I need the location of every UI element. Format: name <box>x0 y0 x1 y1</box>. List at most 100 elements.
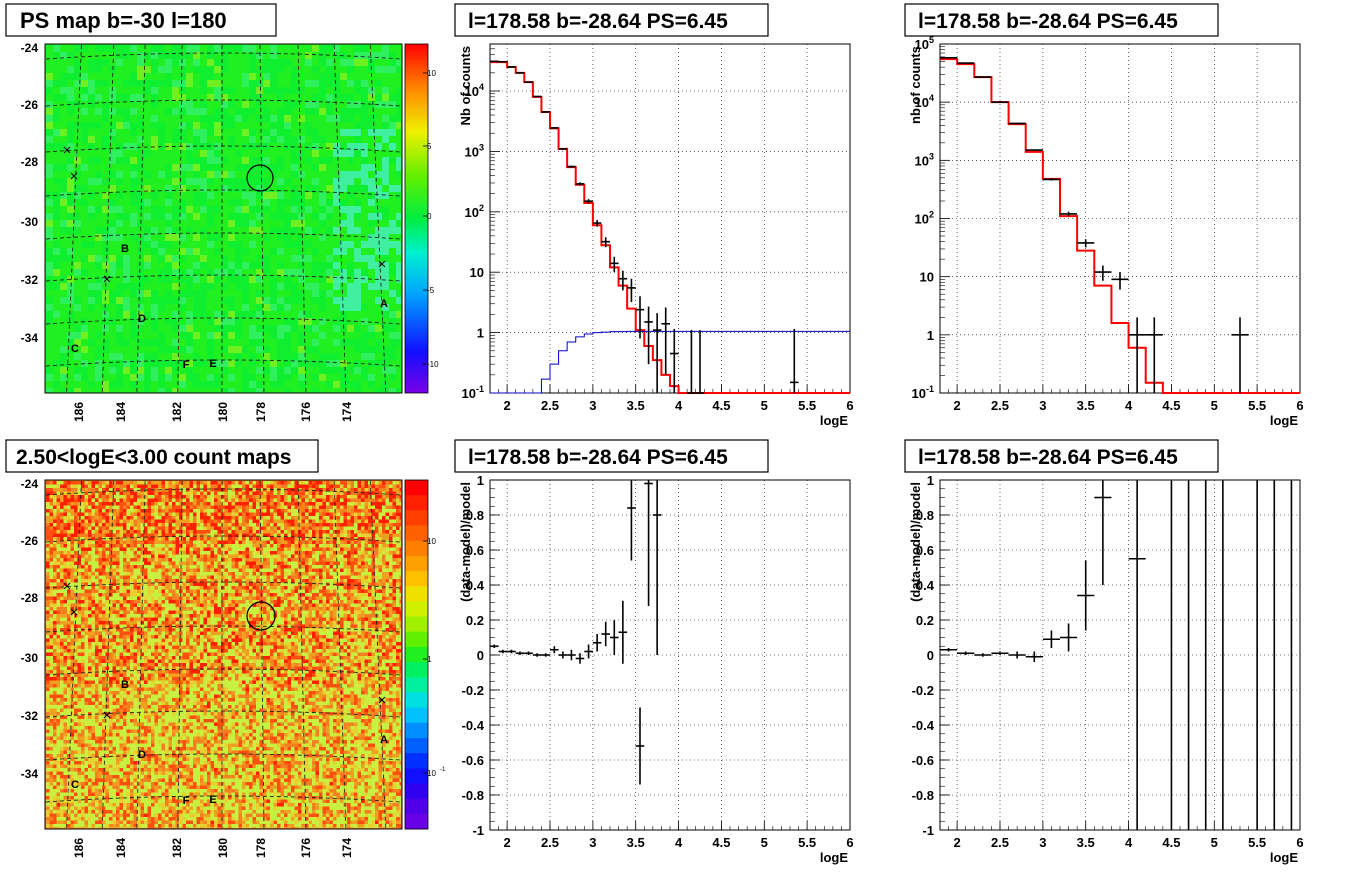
ytick-label: 0.6 <box>916 543 934 558</box>
data-point <box>991 651 1009 655</box>
map-bottom-title: 2.50<logE<3.00 count maps <box>16 446 291 469</box>
map-xtick-label: 174 <box>340 402 354 422</box>
data-point <box>610 620 619 655</box>
xtick-label: 5.5 <box>798 398 816 413</box>
map-bottom-panel: 2.50<logE<3.00 count maps A B C D E F 10 1 10 -1… <box>5 439 446 858</box>
xtick-label: 4 <box>1125 835 1133 850</box>
source-label-c: C <box>71 343 79 355</box>
ytick-label: -0.6 <box>912 753 934 768</box>
source-label-a: A <box>380 298 388 310</box>
source-label-b: B <box>121 243 129 255</box>
data-point <box>1025 149 1043 151</box>
data-point <box>575 182 585 186</box>
plot-spec-left: l=178.58 b=-28.64 PS=6.45 2 2.5 3 3.5 4 4.5 5 5.… <box>454 3 854 428</box>
map-xtick-label: 182 <box>170 402 184 422</box>
data-point <box>1111 272 1129 290</box>
colorbar-band <box>405 692 428 709</box>
map-xtick-label: 186 <box>72 838 86 858</box>
colorbar-band <box>405 555 428 572</box>
colorbar-band <box>405 646 428 663</box>
data-point <box>541 653 550 657</box>
map-bottom-axes: -24 -26 -28 -30 -32 -34 186 184 182 180 178 176 174 <box>21 477 354 858</box>
colorbar-band <box>405 540 428 557</box>
colorbar-band <box>405 586 428 602</box>
ytick-label: 1 <box>477 473 484 488</box>
xtick-label: 3 <box>1039 398 1046 413</box>
data-point <box>695 330 705 394</box>
colorbar-tick-label: 10 <box>427 69 436 78</box>
data-point <box>550 646 559 654</box>
source-label-f: F <box>183 359 190 371</box>
data-point <box>1077 239 1095 248</box>
ytick-label: 0.8 <box>916 508 934 523</box>
plot-title-box <box>904 439 1219 473</box>
map-ytick-label: -24 <box>21 477 39 491</box>
data-point <box>490 644 499 648</box>
xtick-label: 5.5 <box>798 835 816 850</box>
map-ytick-label: -30 <box>21 651 39 665</box>
colorbar-band <box>405 510 428 527</box>
map-top-graticule <box>45 44 402 393</box>
plot-frame <box>489 43 851 394</box>
ytick-label: 0.6 <box>466 543 484 558</box>
data-point <box>670 328 679 393</box>
source-label-f: F <box>183 795 190 807</box>
data-point <box>592 634 602 652</box>
map-xtick-label: 178 <box>254 838 268 858</box>
x-axis-label: logE <box>820 413 848 428</box>
ytick-label: 1 <box>927 473 934 488</box>
data-point <box>567 649 576 661</box>
map-ytick-label: -32 <box>21 273 39 287</box>
data-point <box>584 644 593 659</box>
xtick-label: 3 <box>589 398 596 413</box>
xtick-label: 3.5 <box>1077 835 1095 850</box>
map-top-colorbar-ticks: 10 5 0 -5 -10 <box>423 69 439 369</box>
data-point <box>940 648 958 652</box>
colorbar-tick-label: 10 <box>427 769 436 778</box>
xtick-label: 3.5 <box>627 398 645 413</box>
ytick-label: 1 <box>477 326 484 341</box>
map-xtick-label: 178 <box>254 402 268 422</box>
ytick-label: 102 <box>915 210 934 227</box>
data-point <box>652 313 662 393</box>
colorbar-band <box>405 571 428 587</box>
cross-marker <box>70 172 78 180</box>
data-point <box>1094 480 1112 585</box>
cross-marker <box>378 696 386 704</box>
y-axis-label: (data-model)/model <box>908 482 923 602</box>
ytick-label: -0.6 <box>462 753 484 768</box>
ytick-label: 0.2 <box>916 613 934 628</box>
ytick-label: -0.4 <box>912 718 935 733</box>
xtick-label: 6 <box>846 398 853 413</box>
plot-title-box <box>904 3 1219 37</box>
data-point <box>584 199 593 204</box>
colorbar-band <box>405 525 428 542</box>
map-xtick-label: 184 <box>114 838 128 858</box>
xtick-label: 6 <box>1296 835 1303 850</box>
data-point <box>592 220 602 227</box>
data-point <box>558 148 568 150</box>
map-top-title: PS map b=-30 l=180 <box>20 8 227 33</box>
colorbar-band <box>405 737 428 754</box>
ytick-label: 0.2 <box>466 613 484 628</box>
series-step-line <box>490 330 850 394</box>
data-point <box>991 101 1009 103</box>
data-point <box>618 600 628 664</box>
map-ytick-label: -24 <box>21 41 39 55</box>
xtick-label: 5 <box>1211 835 1218 850</box>
map-xtick-label: 184 <box>114 402 128 422</box>
map-top-axes: -24 -26 -28 -30 -32 -34 186 184 182 180 178 176 174 <box>21 41 354 422</box>
data-point <box>635 296 645 339</box>
data-point <box>644 480 653 606</box>
y-axis-label: Nb of counts <box>458 46 473 125</box>
data-point <box>957 651 975 655</box>
colorbar-tick-label: -10 <box>427 360 439 369</box>
colorbar-tick-label: -5 <box>427 286 435 295</box>
xtick-label: 3.5 <box>1077 398 1095 413</box>
data-point <box>644 306 653 365</box>
data-point <box>1077 560 1095 631</box>
data-point <box>567 165 576 168</box>
ytick-label: 102 <box>465 203 484 220</box>
xtick-label: 2.5 <box>541 398 559 413</box>
